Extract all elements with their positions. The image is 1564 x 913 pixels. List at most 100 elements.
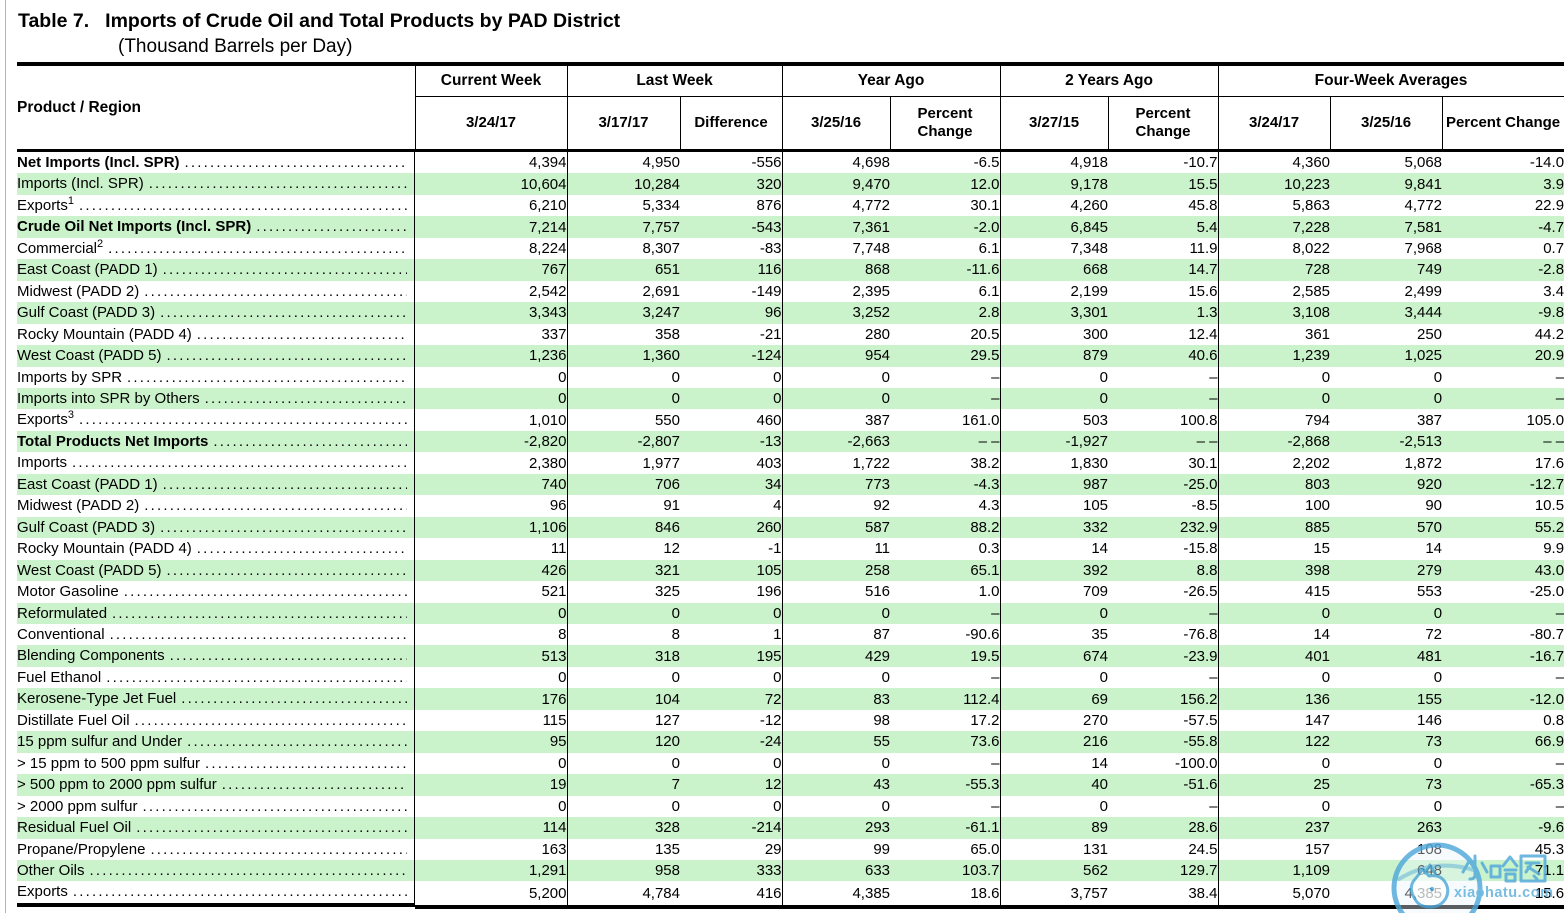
value-cell: 91 [663, 497, 680, 515]
value-cell: 2,542 [415, 280, 568, 303]
value-cell: 71.1 [1534, 862, 1564, 880]
value-cell: 429 [864, 647, 891, 665]
value-cell: 2,691 [642, 282, 680, 300]
value-cell: 90 [1425, 497, 1443, 515]
row-label: Rocky Mountain (PADD 4) [17, 325, 192, 343]
value-cell: 328 [654, 819, 680, 837]
value-cell: 14 [1425, 540, 1443, 558]
value-cell: 196 [680, 581, 783, 603]
value-cell: -556 [680, 150, 783, 174]
value-cell: 3.4 [1543, 282, 1564, 300]
value-cell: 0 [671, 604, 680, 622]
value-cell: 129.7 [1108, 859, 1219, 882]
value-cell: 11 [874, 540, 891, 558]
value-cell: 20.5 [890, 323, 1001, 346]
value-cell: 7,214 [415, 216, 568, 238]
row-label: > 2000 ppm sulfur [17, 797, 138, 815]
value-cell: 28.6 [1108, 817, 1219, 839]
value-cell: 0 [881, 754, 891, 772]
value-cell: -14.0 [1529, 154, 1564, 172]
product-cell: Exports3................................… [17, 409, 415, 431]
product-cell: Kerosene-Type Jet Fuel..................… [17, 688, 415, 710]
value-cell: -2.0 [890, 216, 1001, 238]
table-row: Rocky Mountain (PADD 4).................… [17, 323, 1564, 346]
product-cell: Gulf Coast (PADD 3).....................… [17, 302, 415, 324]
value-cell: 648 [1417, 862, 1443, 880]
value-cell: – [1555, 604, 1564, 622]
value-cell: 1,236 [415, 345, 568, 367]
dot-leader: ........................................… [160, 304, 407, 322]
value-cell: -80.7 [1529, 626, 1564, 644]
dot-leader: ........................................… [169, 647, 407, 665]
value-cell: 12 [663, 540, 680, 558]
value-cell: 122 [1305, 733, 1331, 751]
value-cell: 258 [864, 561, 891, 579]
table-row: Distillate Fuel Oil.....................… [17, 709, 1564, 732]
col-date-two-years-ago: 3/27/15 [1000, 96, 1109, 152]
value-cell: 0 [415, 666, 568, 689]
dot-leader: ........................................… [196, 325, 407, 343]
value-cell: -100.0 [1108, 752, 1219, 775]
value-cell: 15.6 [1442, 881, 1564, 909]
table-row: Exports.................................… [17, 881, 1564, 909]
row-label: Imports by SPR [17, 368, 123, 386]
table-body: Net Imports (Incl. SPR).................… [17, 150, 1564, 909]
value-cell: 114 [415, 817, 568, 839]
value-cell: 0.3 [890, 538, 1001, 560]
row-label: Midwest (PADD 2) [17, 282, 140, 300]
value-cell: 3.9 [1543, 175, 1564, 193]
value-cell: 5,200 [415, 881, 568, 909]
dot-leader: ........................................… [78, 196, 407, 214]
value-cell: -11.6 [890, 259, 1001, 281]
row-label: Blending Components [17, 647, 165, 665]
value-cell: 83 [873, 690, 891, 708]
value-cell: 12.4 [1108, 323, 1219, 346]
value-cell: 460 [680, 409, 783, 431]
table-row: Imports by SPR..........................… [17, 366, 1564, 388]
col-fourweek-current: 3/24/17 [1218, 96, 1331, 152]
value-cell: 321 [654, 561, 680, 579]
dot-leader: ........................................… [108, 239, 407, 257]
value-cell: 131 [1082, 840, 1109, 858]
value-cell: 587 [864, 518, 891, 536]
row-label: Rocky Mountain (PADD 4) [17, 540, 192, 558]
dot-leader: ........................................… [89, 861, 407, 879]
value-cell: -12 [680, 709, 783, 732]
value-cell: 73 [1425, 776, 1443, 794]
product-cell: Net Imports (Incl. SPR).................… [17, 152, 415, 174]
row-label: Kerosene-Type Jet Fuel [17, 690, 177, 708]
value-cell: -16.7 [1529, 647, 1564, 665]
dot-leader: ........................................… [213, 432, 407, 450]
value-cell: 426 [415, 559, 568, 582]
value-cell: -9.8 [1538, 304, 1564, 322]
value-cell: 2,585 [1292, 282, 1331, 300]
product-cell: Rocky Mountain (PADD 4).................… [17, 323, 415, 346]
value-cell: 0 [671, 754, 680, 772]
value-cell: 127 [654, 712, 680, 729]
value-cell: – – [1543, 433, 1564, 451]
dot-leader: ........................................… [166, 347, 407, 365]
value-cell: 7,748 [852, 240, 891, 258]
dot-leader: ........................................… [181, 690, 407, 708]
value-cell: 0 [1433, 368, 1443, 386]
value-cell: -1 [680, 538, 783, 560]
value-cell: 73.6 [890, 731, 1001, 753]
value-cell: -4.7 [1538, 218, 1564, 236]
dot-leader: ........................................… [221, 776, 407, 794]
value-cell: 72 [1425, 626, 1443, 644]
table-row: Gulf Coast (PADD 3).....................… [17, 516, 1564, 539]
value-cell: 1,010 [415, 409, 568, 431]
row-label: West Coast (PADD 5) [17, 347, 162, 365]
value-cell: 4 [680, 495, 783, 517]
product-cell: Crude Oil Net Imports (Incl. SPR).......… [17, 216, 415, 238]
table-row: Propane/Propylene.......................… [17, 838, 1564, 860]
value-cell: 232.9 [1108, 516, 1219, 539]
value-cell: 3,247 [642, 304, 680, 322]
table-row: West Coast (PADD 5).....................… [17, 345, 1564, 367]
row-label: Motor Gasoline [17, 583, 119, 601]
value-cell: 0 [1099, 604, 1109, 622]
value-cell: 876 [680, 194, 783, 217]
value-cell: 69 [1091, 690, 1109, 708]
dot-leader: ........................................… [184, 154, 407, 171]
value-cell: 846 [654, 518, 680, 536]
